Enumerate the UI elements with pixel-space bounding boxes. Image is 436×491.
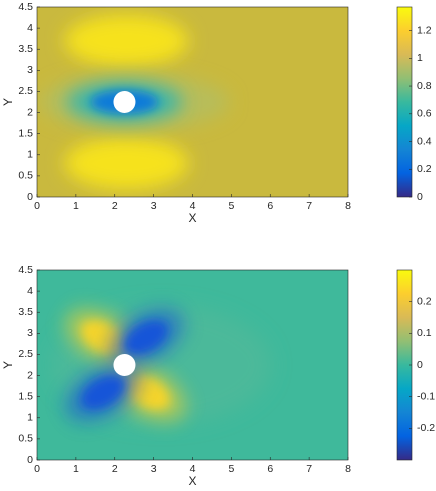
x-tick-label: 6 [267,463,273,475]
x-tick-label: 5 [228,463,234,475]
x-tick-label: 0 [34,200,40,212]
y-tick-label: 4 [27,285,33,297]
y-tick-label: 3.5 [18,306,33,318]
x-tick-label: 0 [34,463,40,475]
y-tick-label: 3 [27,327,33,339]
x-tick-label: 4 [190,463,196,475]
colorbar-tick-label: 0 [417,359,423,371]
x-tick-label: 2 [112,463,118,475]
x-tick-label: 5 [228,200,234,212]
colorbar-tick-label: 0.8 [417,80,432,92]
x-tick-label: 7 [306,463,312,475]
x-tick-label: 6 [267,200,273,212]
y-tick-label: 4.5 [18,1,33,13]
y-tick-label: 4.5 [18,264,33,276]
heatmap-field [37,7,348,197]
y-tick-label: 0 [27,454,33,466]
cylinder [113,91,136,113]
x-tick-label: 3 [151,463,157,475]
y-tick-label: 1 [27,149,33,161]
y-tick-label: 3 [27,64,33,76]
colorbar-tick-label: 0.6 [417,108,432,120]
field-region [123,320,168,355]
y-tick-label: 2.5 [18,348,33,360]
colorbar-tick-label: 0.4 [417,135,432,147]
y-tick-label: 1.5 [18,127,33,139]
x-tick-label: 7 [306,200,312,212]
colorbar-tick-label: 0.1 [417,327,432,339]
y-tick-label: 1 [27,412,33,424]
y-tick-label: 0.5 [18,170,33,182]
field-region [64,137,189,190]
heatmap-field [37,270,348,460]
y-axis-label: Y [1,361,15,369]
y-tick-label: 2.5 [18,85,33,97]
colorbar-tick-label: 0.2 [417,295,432,307]
y-tick-label: 1.5 [18,390,33,402]
field-region [64,14,189,67]
x-tick-label: 1 [73,463,79,475]
y-tick-label: 0.5 [18,433,33,445]
x-tick-label: 2 [112,200,118,212]
cylinder [113,354,136,376]
y-tick-label: 3.5 [18,43,33,55]
y-tick-label: 0 [27,191,33,203]
x-tick-label: 8 [345,200,351,212]
colorbar-tick-label: -0.2 [417,422,435,434]
y-tick-label: 2 [27,369,33,381]
colorbar-tick-label: -0.1 [417,390,435,402]
field-region [81,375,126,410]
y-axis-label: Y [1,98,15,106]
x-tick-label: 8 [345,463,351,475]
x-tick-label: 4 [190,200,196,212]
x-tick-label: 3 [151,200,157,212]
y-tick-label: 4 [27,22,33,34]
y-tick-label: 2 [27,106,33,118]
colorbar-tick-label: 1 [417,52,423,64]
colorbar [396,6,413,198]
x-tick-label: 1 [73,200,79,212]
colorbar-tick-label: 1.2 [417,24,432,36]
colorbar-tick-label: 0.2 [417,163,432,175]
colorbar-tick-label: 0 [417,191,423,203]
x-axis-label: X [188,211,196,225]
x-axis-label: X [188,474,196,488]
